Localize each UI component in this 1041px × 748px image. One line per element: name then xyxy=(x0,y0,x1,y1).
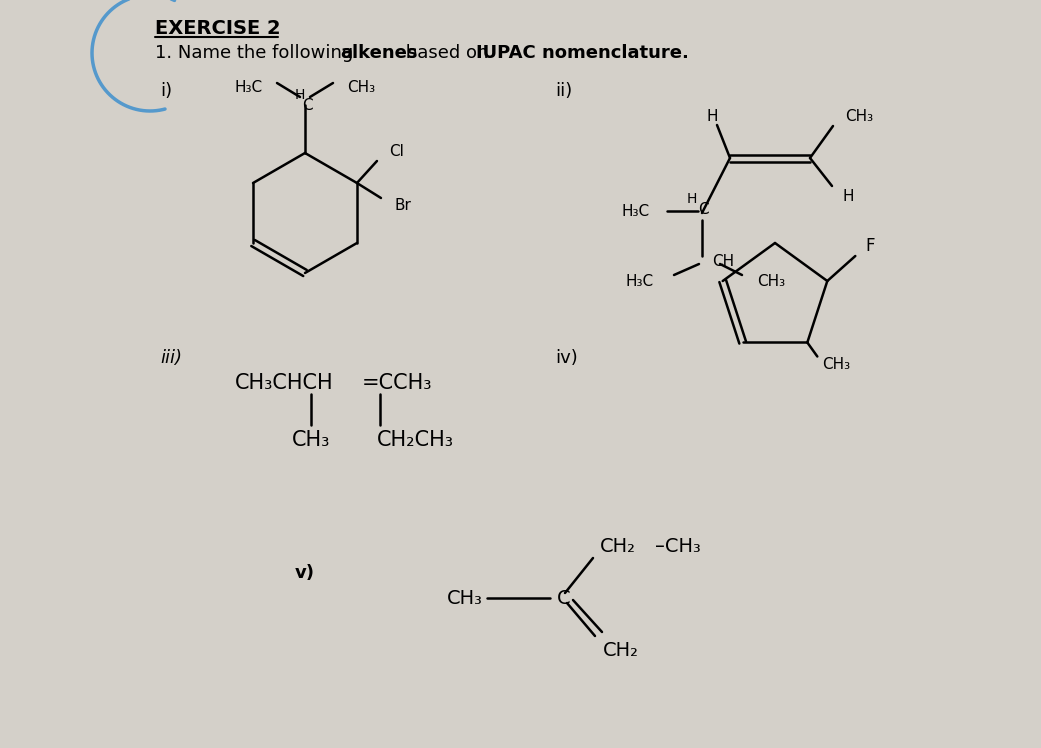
Text: H₃C: H₃C xyxy=(626,274,654,289)
Text: CH₂CH₃: CH₂CH₃ xyxy=(377,430,454,450)
Text: C: C xyxy=(302,97,312,112)
Text: CH₃: CH₃ xyxy=(448,589,483,607)
Text: CH: CH xyxy=(712,254,734,269)
Text: alkenes: alkenes xyxy=(340,44,417,62)
Text: =CCH₃: =CCH₃ xyxy=(362,373,432,393)
Text: H₃C: H₃C xyxy=(235,79,263,94)
Text: C: C xyxy=(697,201,708,216)
Text: H: H xyxy=(295,88,305,102)
Text: CH₃CHCH: CH₃CHCH xyxy=(235,373,333,393)
Text: EXERCISE 2: EXERCISE 2 xyxy=(155,19,281,37)
Text: IUPAC nomenclature.: IUPAC nomenclature. xyxy=(476,44,689,62)
Text: CH₂: CH₂ xyxy=(603,640,639,660)
Text: –CH₃: –CH₃ xyxy=(655,536,701,556)
Text: iv): iv) xyxy=(555,349,578,367)
Text: H₃C: H₃C xyxy=(621,203,650,218)
Text: CH₃: CH₃ xyxy=(291,430,330,450)
Text: iii): iii) xyxy=(160,349,182,367)
Text: F: F xyxy=(865,237,874,255)
Text: CH₃: CH₃ xyxy=(822,357,850,372)
Text: H: H xyxy=(842,188,854,203)
Text: CH₂: CH₂ xyxy=(600,536,636,556)
Text: Cl: Cl xyxy=(389,144,404,159)
Text: i): i) xyxy=(160,82,172,100)
Text: CH₃: CH₃ xyxy=(757,274,785,289)
Text: H: H xyxy=(706,108,717,123)
Text: CH₃: CH₃ xyxy=(347,79,375,94)
Text: based on: based on xyxy=(400,44,494,62)
Text: 1. Name the following: 1. Name the following xyxy=(155,44,359,62)
Text: v): v) xyxy=(295,564,315,582)
Text: CH₃: CH₃ xyxy=(845,108,873,123)
Text: C: C xyxy=(557,589,570,607)
Text: ii): ii) xyxy=(555,82,573,100)
Text: Br: Br xyxy=(395,197,412,212)
Text: H: H xyxy=(687,192,697,206)
